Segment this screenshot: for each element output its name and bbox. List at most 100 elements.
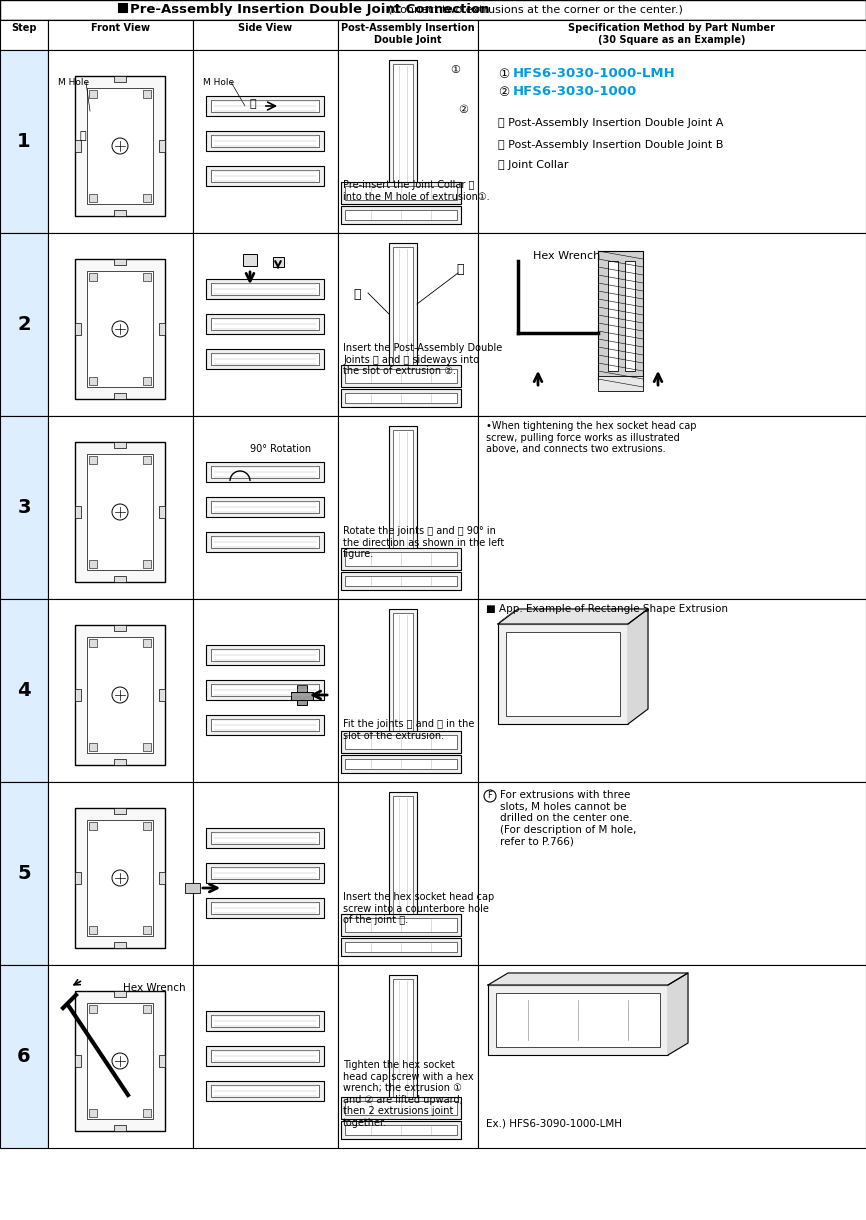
Bar	[87, 454, 153, 570]
Bar	[89, 926, 97, 935]
Polygon shape	[628, 609, 648, 723]
Bar	[211, 318, 319, 329]
Bar	[211, 353, 319, 365]
Bar	[389, 609, 417, 737]
Bar	[0, 20, 48, 50]
Text: Specification Method by Part Number
(30 Square as an Example): Specification Method by Part Number (30 …	[568, 23, 775, 45]
Bar	[206, 680, 324, 700]
Bar	[75, 140, 81, 152]
Text: For extrusions with three
slots, M holes cannot be
drilled on the center one.
(F: For extrusions with three slots, M holes…	[500, 791, 637, 847]
Bar	[598, 376, 643, 390]
Bar	[114, 393, 126, 399]
Bar	[114, 942, 126, 948]
Bar	[498, 623, 628, 723]
Bar	[211, 649, 319, 661]
Bar	[118, 2, 127, 12]
Bar	[159, 1055, 165, 1068]
Bar	[345, 942, 457, 952]
Bar	[211, 135, 319, 146]
Bar	[625, 261, 635, 371]
Bar	[193, 416, 338, 599]
Bar	[75, 259, 165, 399]
Bar	[0, 50, 48, 233]
Circle shape	[112, 504, 128, 520]
Bar	[75, 808, 165, 948]
Bar	[206, 532, 324, 551]
Bar	[345, 576, 457, 586]
Bar	[478, 782, 866, 965]
Text: Pre-Assembly Insertion Double Joint Connection: Pre-Assembly Insertion Double Joint Conn…	[130, 4, 489, 17]
Bar	[89, 822, 97, 830]
Text: ②: ②	[458, 105, 468, 115]
Bar	[75, 323, 81, 336]
Bar	[211, 170, 319, 182]
Bar	[211, 283, 319, 295]
Bar	[496, 993, 660, 1047]
Text: 5: 5	[17, 864, 31, 883]
Text: Front View: Front View	[91, 23, 150, 33]
Circle shape	[112, 321, 128, 337]
Bar	[193, 782, 338, 965]
Bar	[389, 792, 417, 920]
Bar	[211, 501, 319, 512]
Bar	[143, 90, 151, 98]
Bar	[206, 131, 324, 151]
Text: Ⓒ: Ⓒ	[250, 99, 256, 109]
Bar	[345, 759, 457, 769]
Bar	[273, 257, 284, 267]
Bar	[341, 731, 461, 753]
Bar	[89, 560, 97, 569]
Bar	[345, 210, 457, 220]
Text: HFS6-3030-1000-LMH: HFS6-3030-1000-LMH	[513, 67, 675, 81]
Bar	[345, 368, 457, 383]
Bar	[114, 991, 126, 997]
Bar	[206, 314, 324, 334]
Bar	[143, 639, 151, 647]
Text: Post-Assembly Insertion
Double Joint: Post-Assembly Insertion Double Joint	[341, 23, 475, 45]
Text: ①: ①	[498, 68, 509, 81]
Bar	[159, 323, 165, 336]
Bar	[48, 416, 193, 599]
Bar	[338, 20, 478, 50]
Text: 90° Rotation: 90° Rotation	[250, 444, 311, 454]
Bar	[243, 254, 257, 266]
Text: Ⓐ Post-Assembly Insertion Double Joint A: Ⓐ Post-Assembly Insertion Double Joint A	[498, 118, 723, 128]
Bar	[0, 20, 866, 50]
Text: Pre-insert the Joint Collar Ⓒ
into the M hole of extrusion①.: Pre-insert the Joint Collar Ⓒ into the M…	[343, 181, 489, 201]
Bar	[75, 76, 165, 216]
Bar	[345, 1125, 457, 1135]
Bar	[48, 599, 193, 782]
Bar	[114, 1125, 126, 1131]
Bar	[389, 243, 417, 371]
Text: Tighten the hex socket
head cap screw with a hex
wrench; the extrusion ①
and ② a: Tighten the hex socket head cap screw wi…	[343, 1060, 474, 1129]
Bar	[206, 828, 324, 848]
Bar	[48, 20, 193, 50]
Bar	[341, 1121, 461, 1139]
Bar	[211, 719, 319, 731]
Polygon shape	[498, 609, 648, 623]
Circle shape	[112, 870, 128, 886]
Bar	[341, 755, 461, 773]
Text: M Hole: M Hole	[58, 78, 89, 87]
Bar	[206, 279, 324, 299]
Bar	[0, 0, 866, 20]
Bar	[608, 261, 618, 371]
Bar	[0, 965, 48, 1148]
Bar	[341, 1097, 461, 1119]
Bar	[211, 867, 319, 878]
Bar	[211, 1015, 319, 1027]
Bar	[297, 684, 307, 705]
Bar	[75, 625, 165, 765]
Text: Hex Wrench: Hex Wrench	[123, 983, 185, 993]
Bar	[393, 246, 413, 367]
Text: Step: Step	[11, 23, 36, 33]
Bar	[341, 938, 461, 956]
Bar	[211, 832, 319, 844]
Text: Side View: Side View	[238, 23, 293, 33]
Bar	[341, 365, 461, 387]
Text: Ⓒ Joint Collar: Ⓒ Joint Collar	[498, 160, 568, 170]
Bar	[206, 349, 324, 368]
Bar	[87, 271, 153, 387]
Bar	[488, 985, 668, 1055]
Bar	[341, 914, 461, 936]
